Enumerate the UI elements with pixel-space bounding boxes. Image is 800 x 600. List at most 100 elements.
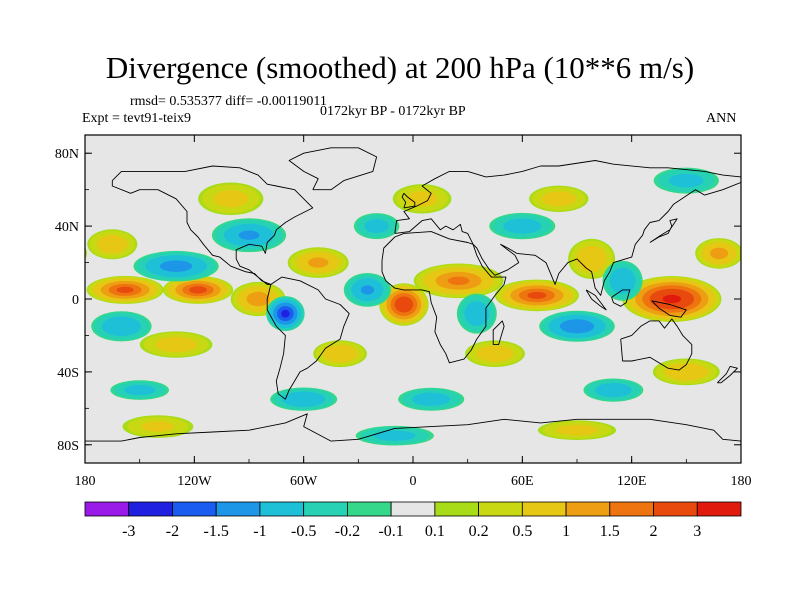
coastline-antarctica	[85, 413, 741, 442]
colorbar-swatch	[390, 501, 436, 517]
colorbar-swatch	[346, 501, 392, 517]
divergence-contour	[412, 392, 451, 406]
divergence-contour	[664, 363, 709, 381]
coastline-africa	[381, 231, 507, 364]
divergence-contour	[364, 219, 389, 234]
divergence-contour	[527, 291, 547, 299]
colorbar-swatch	[478, 501, 523, 517]
divergence-contour	[246, 291, 270, 307]
colorbar-label: -3	[122, 523, 135, 540]
divergence-contour	[85, 247, 87, 260]
divergence-contour	[710, 247, 729, 260]
colorbar-swatch	[696, 501, 742, 517]
divergence-contour	[556, 425, 598, 436]
colorbar-label: -1	[253, 523, 266, 540]
coastline-south-america	[266, 276, 350, 400]
divergence-contour	[360, 285, 374, 295]
divergence-contour	[159, 260, 193, 273]
divergence-contour	[155, 337, 198, 353]
axis-ticks: 180 120W 60W 0 60E 120E 180 80N 40N 0 40S 80S	[55, 135, 752, 489]
colorbar-label: 3	[693, 523, 701, 540]
colorbar-label: 0.1	[425, 523, 445, 540]
divergence-contour	[464, 301, 490, 326]
colorbar-swatch	[303, 501, 348, 517]
x-tick-label: 180	[75, 474, 96, 489]
plot-title: Divergence (smoothed) at 200 hPa (10**6 …	[105, 50, 695, 85]
divergence-contour	[374, 430, 416, 441]
x-tick-label: 180	[731, 474, 752, 489]
colorbar-label: -2	[166, 523, 179, 540]
colorbar-swatch	[434, 501, 479, 517]
stats-line: rmsd= 0.535377 diff= -0.00119011	[130, 94, 327, 109]
coastlines	[85, 147, 741, 442]
coastline-uk	[401, 192, 416, 209]
divergence-contour	[124, 384, 156, 396]
colorbar-label: 1	[562, 523, 570, 540]
divergence-contour	[594, 382, 632, 398]
divergence-contour	[503, 218, 542, 234]
coastline-australia	[620, 318, 693, 371]
divergence-contour	[447, 276, 470, 285]
coastline-greenland	[288, 147, 378, 191]
divergence-contour	[238, 230, 260, 240]
divergence-contour	[394, 296, 414, 313]
divergence-contour	[281, 309, 290, 318]
divergence-contour	[541, 191, 576, 207]
colorbar-swatch	[653, 501, 698, 517]
divergence-field	[85, 167, 741, 446]
colorbar-label: -0.5	[291, 523, 316, 540]
season-label: ANN	[706, 111, 737, 126]
colorbar-label: 0.2	[469, 523, 489, 540]
colorbar-swatch	[128, 501, 173, 517]
coastline-new-zealand	[716, 365, 738, 384]
y-tick-label: 40S	[57, 366, 79, 381]
colorbar-swatch	[84, 501, 130, 517]
divergence-contour	[281, 391, 326, 407]
coastline-borneo	[611, 289, 631, 307]
colorbar-swatch	[259, 501, 305, 517]
y-tick-label: 0	[72, 293, 79, 308]
divergence-contour	[85, 251, 86, 256]
coastline-japan	[649, 218, 678, 243]
y-tick-label: 80S	[57, 439, 79, 454]
divergence-contour	[96, 235, 128, 254]
divergence-contour	[141, 421, 175, 432]
colorbar-label: -0.1	[378, 523, 403, 540]
colorbar-swatch	[521, 501, 567, 517]
x-tick-label: 60W	[290, 474, 318, 489]
experiment-label: Expt = tevt91-teix9	[82, 111, 191, 126]
divergence-contour	[322, 345, 358, 363]
coastline-madagascar	[492, 320, 505, 346]
divergence-contour	[476, 345, 514, 362]
colorbar-swatch	[172, 501, 217, 517]
divergence-contour	[609, 267, 636, 294]
colorbar-swatch	[609, 501, 654, 517]
colorbar-label: 0.5	[512, 523, 532, 540]
colorbar-swatch	[565, 501, 611, 517]
colorbar-label: 1.5	[600, 523, 620, 540]
coastline-north-america	[111, 165, 314, 285]
coastline-eurasia	[394, 160, 741, 296]
divergence-contour	[669, 173, 704, 188]
x-tick-label: 120E	[617, 474, 647, 489]
y-tick-label: 40N	[55, 220, 79, 235]
divergence-contour	[576, 245, 607, 272]
coastline-sumatra	[585, 289, 607, 311]
divergence-contour	[406, 191, 438, 207]
x-tick-label: 0	[410, 474, 417, 489]
coastline-new-guinea	[651, 300, 687, 318]
colorbar-label: -0.2	[335, 523, 360, 540]
colorbar: -3 -2 -1.5 -1 -0.5 -0.2 -0.1 0.1 0.2 0.5 1 1.5 2 3	[84, 501, 742, 540]
divergence-contour	[662, 294, 681, 304]
period-label: 0172kyr BP - 0172kyr BP	[320, 104, 466, 119]
divergence-contour	[116, 286, 134, 293]
colorbar-label: -1.5	[204, 523, 229, 540]
colorbar-label: 2	[650, 523, 658, 540]
divergence-contour	[559, 319, 595, 334]
x-tick-label: 60E	[511, 474, 534, 489]
divergence-contour	[101, 316, 142, 337]
y-tick-label: 80N	[55, 147, 79, 162]
x-tick-label: 120W	[177, 474, 212, 489]
divergence-contour	[189, 286, 207, 294]
